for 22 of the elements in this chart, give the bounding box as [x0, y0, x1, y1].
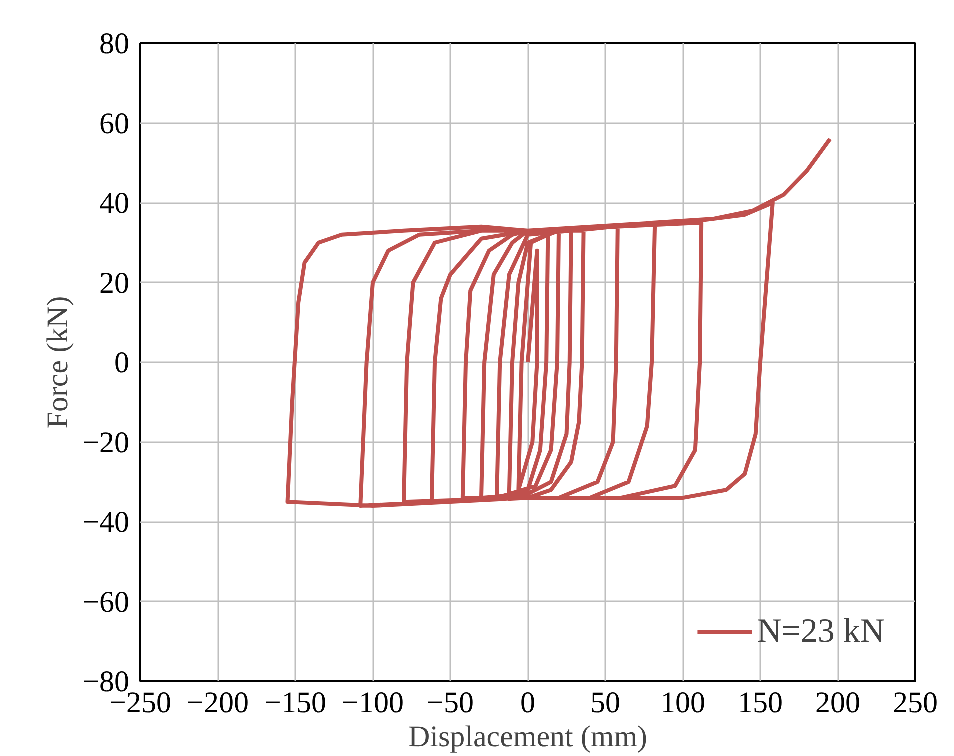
y-tick-label: 60: [100, 107, 130, 140]
x-tick-label: 100: [660, 686, 706, 720]
y-tick-label: −60: [82, 586, 130, 619]
x-tick-label: 150: [738, 686, 783, 720]
x-tick-label: −150: [264, 686, 326, 720]
line-series: [286, 137, 832, 508]
y-tick-label: 40: [100, 187, 130, 220]
y-tick-label: 80: [100, 28, 130, 60]
y-axis-title: Force (kN): [42, 296, 75, 429]
y-tick-label: 20: [100, 266, 130, 300]
x-tick-label: 0: [520, 686, 536, 720]
x-tick-label: 200: [816, 686, 860, 720]
legend-label: N=23 kN: [757, 613, 885, 651]
y-tick-label: −40: [82, 506, 130, 539]
x-axis-title: Displacement (mm): [408, 720, 648, 754]
x-tick-label: 250: [893, 686, 938, 720]
y-tick-label: −20: [82, 426, 130, 460]
x-tick-label: 50: [590, 686, 620, 720]
x-tick-label: −50: [427, 686, 474, 720]
x-tick-label: −200: [187, 686, 249, 720]
x-tick-label: −100: [342, 686, 404, 720]
y-tick-label: 0: [114, 346, 130, 380]
